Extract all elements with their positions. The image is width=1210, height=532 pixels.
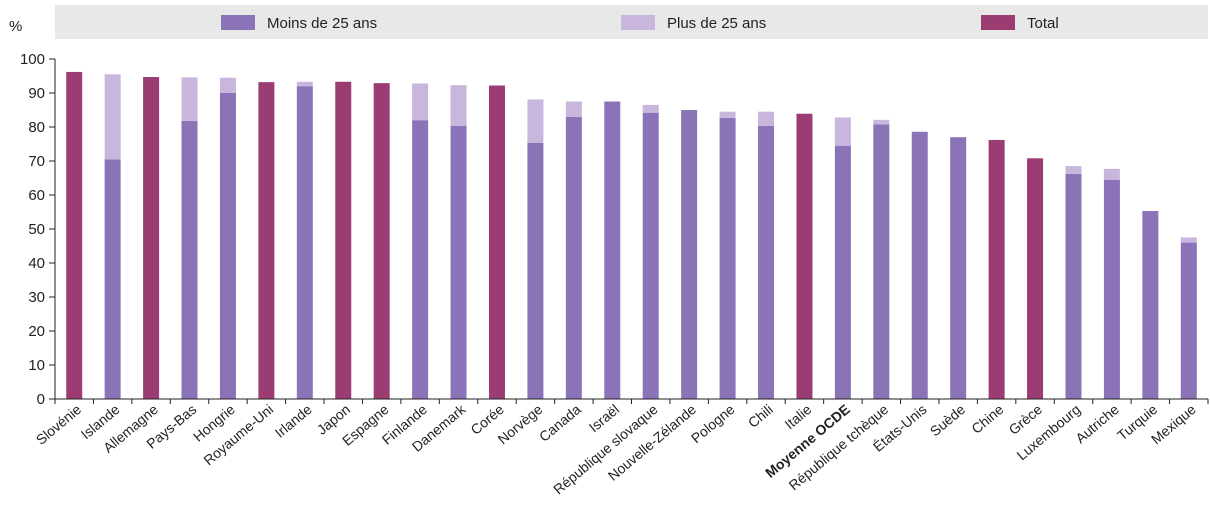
- legend-label: Total: [1027, 15, 1059, 32]
- x-tick-label: Suède: [927, 401, 968, 439]
- x-tick-label: Chine: [968, 401, 1006, 437]
- bar-segment-moins-de-25-ans: [412, 120, 429, 399]
- bar-segment-total: [1027, 158, 1044, 399]
- bar-segment-total: [988, 139, 1005, 400]
- x-tick-label: Pologne: [688, 401, 738, 446]
- bar-segment-moins-de-25-ans: [604, 101, 621, 399]
- bar-segment-plus-de-25-ans: [450, 85, 467, 126]
- bar-segment-moins-de-25-ans: [950, 137, 967, 399]
- bar-segment-total: [373, 83, 390, 399]
- legend-label: Moins de 25 ans: [267, 15, 377, 32]
- x-axis: SlovénieIslandeAllemagnePays-BasHongrieR…: [33, 398, 1209, 497]
- bar-segment-plus-de-25-ans: [873, 119, 890, 125]
- bar-segment-moins-de-25-ans: [642, 112, 659, 399]
- bar-segment-moins-de-25-ans: [296, 86, 313, 399]
- x-tick-label: Autriche: [1072, 401, 1122, 446]
- bar-segment-plus-de-25-ans: [181, 77, 198, 121]
- bar-segment-moins-de-25-ans: [834, 145, 851, 399]
- bar-segment-plus-de-25-ans: [565, 101, 582, 117]
- y-axis: 0 10 20 30 40 50 60 70 80 90 100: [20, 51, 56, 408]
- y-axis-unit-label: %: [9, 18, 22, 35]
- bar-segment-plus-de-25-ans: [219, 77, 236, 93]
- bar-segment-moins-de-25-ans: [1180, 242, 1197, 399]
- bar-segment-moins-de-25-ans: [565, 116, 582, 400]
- y-tick-label: 0: [37, 391, 45, 408]
- bar-segment-plus-de-25-ans: [1065, 166, 1082, 174]
- legend-swatch: [981, 15, 1015, 30]
- bar-segment-moins-de-25-ans: [911, 131, 928, 399]
- bars: [66, 71, 1197, 400]
- bar-segment-plus-de-25-ans: [412, 83, 429, 121]
- bar-segment-plus-de-25-ans: [104, 74, 121, 160]
- y-tick-label: 30: [28, 289, 45, 306]
- legend-swatch: [221, 15, 255, 30]
- bar-segment-total: [66, 71, 83, 400]
- bar-segment-plus-de-25-ans: [527, 99, 544, 143]
- bar-segment-moins-de-25-ans: [527, 142, 544, 400]
- bar-segment-moins-de-25-ans: [758, 125, 775, 399]
- bar-segment-total: [488, 85, 505, 400]
- y-tick-label: 100: [20, 51, 45, 68]
- y-tick-label: 70: [28, 153, 45, 170]
- bar-segment-total: [796, 113, 813, 400]
- bar-segment-moins-de-25-ans: [450, 125, 467, 399]
- bar-segment-moins-de-25-ans: [219, 93, 236, 399]
- bar-segment-moins-de-25-ans: [1065, 173, 1082, 399]
- bar-segment-moins-de-25-ans: [104, 159, 121, 399]
- legend-swatch: [621, 15, 655, 30]
- bar-segment-plus-de-25-ans: [834, 117, 851, 146]
- bar-segment-moins-de-25-ans: [1142, 210, 1159, 399]
- legend: Moins de 25 ans Plus de 25 ans Total: [221, 15, 1059, 32]
- bar-segment-plus-de-25-ans: [758, 111, 775, 126]
- bar-segment-total: [258, 82, 275, 400]
- bar-segment-moins-de-25-ans: [1103, 179, 1120, 399]
- y-tick-label: 90: [28, 85, 45, 102]
- bar-segment-moins-de-25-ans: [873, 124, 890, 399]
- y-tick-label: 10: [28, 357, 45, 374]
- y-tick-label: 80: [28, 119, 45, 136]
- y-tick-label: 60: [28, 187, 45, 204]
- y-tick-label: 20: [28, 323, 45, 340]
- bar-segment-moins-de-25-ans: [681, 110, 698, 399]
- bar-segment-plus-de-25-ans: [1180, 237, 1197, 243]
- bar-segment-plus-de-25-ans: [719, 111, 736, 118]
- bar-segment-total: [335, 81, 352, 399]
- bar-segment-moins-de-25-ans: [181, 120, 198, 399]
- y-tick-label: 50: [28, 221, 45, 238]
- x-tick-label: Chili: [745, 401, 776, 431]
- y-tick-label: 40: [28, 255, 45, 272]
- x-tick-label: Canada: [536, 401, 584, 445]
- bar-segment-plus-de-25-ans: [642, 104, 659, 113]
- legend-label: Plus de 25 ans: [667, 15, 766, 32]
- bar-segment-moins-de-25-ans: [719, 117, 736, 399]
- bar-segment-total: [143, 77, 160, 400]
- x-tick-label: Irlande: [272, 401, 315, 441]
- bar-segment-plus-de-25-ans: [296, 81, 313, 87]
- bar-segment-plus-de-25-ans: [1103, 168, 1120, 180]
